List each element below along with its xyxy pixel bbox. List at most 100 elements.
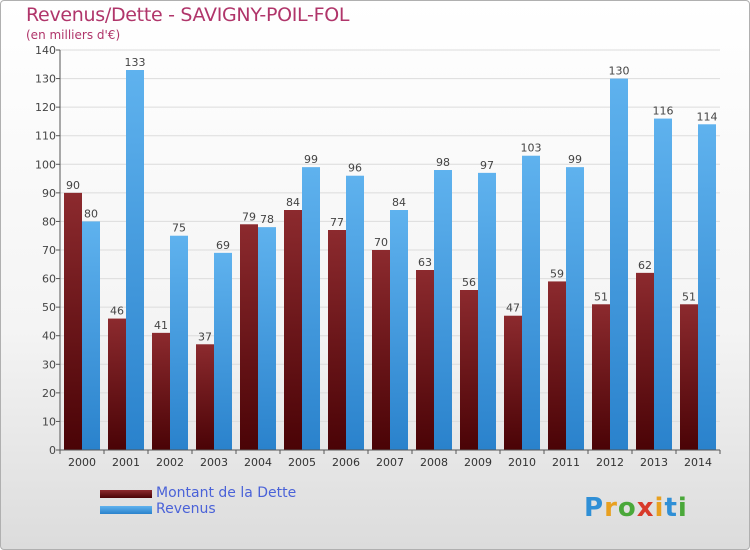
x-tick-label: 2000 [68, 456, 96, 469]
data-label-revenus-2013: 116 [653, 105, 674, 118]
y-tick-label: 100 [35, 158, 56, 171]
data-label-revenus-2007: 84 [392, 196, 406, 209]
data-label-revenus-2001: 133 [125, 56, 146, 69]
y-tick-label: 140 [35, 44, 56, 57]
y-tick-label: 70 [42, 244, 56, 257]
x-axis-ticks: 2000 2001 2002 2003 2004 2005 2006 2007 2008 2009… [59, 450, 721, 469]
bar-dette-2004 [240, 224, 258, 450]
data-label-revenus-2002: 75 [172, 222, 186, 235]
bar-revenus-2001 [126, 70, 144, 450]
data-label-dette-2005: 84 [286, 196, 300, 209]
y-tick-label: 110 [35, 130, 56, 143]
data-label-dette-2009: 56 [462, 276, 476, 289]
chart-subtitle: (en milliers d'€) [26, 28, 121, 42]
bar-dette-2001 [108, 318, 126, 450]
bar-revenus-2003 [214, 252, 232, 450]
x-tick-label: 2004 [244, 456, 272, 469]
proxiti-logo: Proxiti [584, 493, 688, 523]
data-label-dette-2001: 46 [110, 305, 124, 318]
bar-dette-2010 [504, 315, 522, 450]
x-tick-label: 2010 [508, 456, 536, 469]
data-label-revenus-2005: 99 [304, 153, 318, 166]
bar-revenus-2006 [346, 175, 364, 450]
y-tick-label: 0 [49, 444, 56, 457]
data-label-revenus-2012: 130 [609, 65, 630, 78]
y-tick-label: 20 [42, 387, 56, 400]
data-label-revenus-2004: 78 [260, 213, 274, 226]
x-tick-label: 2003 [200, 456, 228, 469]
data-label-revenus-2014: 114 [697, 110, 718, 123]
y-tick-label: 80 [42, 215, 56, 228]
data-label-dette-2000: 90 [66, 179, 80, 192]
bar-revenus-2007 [390, 210, 408, 450]
data-label-dette-2012: 51 [594, 290, 608, 303]
x-tick-label: 2011 [552, 456, 580, 469]
legend-swatch-dette [100, 490, 152, 498]
bar-revenus-2012 [610, 78, 628, 451]
bar-dette-2003 [196, 344, 214, 450]
y-tick-label: 10 [42, 415, 56, 428]
y-tick-label: 90 [42, 187, 56, 200]
data-labels: 90 80 46 133 41 75 37 69 79 78 84 99 77 96 70 84 63 98 56 9… [66, 56, 718, 343]
bar-dette-2006 [328, 230, 346, 450]
bar-revenus-2005 [302, 167, 320, 450]
bar-dette-2000 [64, 192, 82, 450]
bar-revenus-2004 [258, 227, 276, 450]
data-label-dette-2013: 62 [638, 259, 652, 272]
bar-dette-2005 [284, 210, 302, 450]
svg-text:Proxiti: Proxiti [584, 493, 688, 523]
bar-dette-2012 [592, 304, 610, 450]
data-label-dette-2004: 79 [242, 210, 256, 223]
data-label-dette-2007: 70 [374, 236, 388, 249]
data-label-dette-2010: 47 [506, 302, 520, 315]
x-tick-label: 2014 [684, 456, 712, 469]
y-tick-label: 40 [42, 330, 56, 343]
bars [64, 70, 716, 451]
bar-dette-2002 [152, 332, 170, 450]
x-tick-label: 2005 [288, 456, 316, 469]
y-tick-label: 30 [42, 358, 56, 371]
y-tick-label: 50 [42, 301, 56, 314]
bar-revenus-2013 [654, 118, 672, 451]
bar-revenus-2010 [522, 155, 540, 450]
bar-dette-2007 [372, 250, 390, 450]
bar-dette-2011 [548, 281, 566, 450]
bar-dette-2008 [416, 270, 434, 450]
x-tick-label: 2013 [640, 456, 668, 469]
data-label-dette-2008: 63 [418, 256, 432, 269]
bar-revenus-2014 [698, 124, 716, 451]
x-tick-label: 2006 [332, 456, 360, 469]
y-tick-label: 120 [35, 101, 56, 114]
bar-dette-2014 [680, 304, 698, 450]
chart-title: Revenus/Dette - SAVIGNY-POIL-FOL [26, 4, 350, 26]
data-label-revenus-2009: 97 [480, 159, 494, 172]
legend-swatch-revenus [100, 506, 152, 514]
legend-label-revenus: Revenus [156, 501, 216, 517]
data-label-revenus-2000: 80 [84, 207, 98, 220]
data-label-revenus-2011: 99 [568, 153, 582, 166]
x-tick-label: 2001 [112, 456, 140, 469]
x-tick-label: 2009 [464, 456, 492, 469]
data-label-revenus-2006: 96 [348, 162, 362, 175]
data-label-dette-2011: 59 [550, 267, 564, 280]
bar-dette-2013 [636, 272, 654, 450]
data-label-revenus-2003: 69 [216, 239, 230, 252]
y-tick-label: 130 [35, 73, 56, 86]
bar-revenus-2011 [566, 167, 584, 450]
data-label-dette-2014: 51 [682, 290, 696, 303]
x-tick-label: 2012 [596, 456, 624, 469]
bar-revenus-2009 [478, 172, 496, 450]
bar-revenus-2000 [82, 221, 100, 450]
data-label-dette-2002: 41 [154, 319, 168, 332]
data-label-dette-2006: 77 [330, 216, 344, 229]
data-label-dette-2003: 37 [198, 330, 212, 343]
bar-revenus-2008 [434, 170, 452, 450]
x-tick-label: 2008 [420, 456, 448, 469]
data-label-revenus-2008: 98 [436, 156, 450, 169]
legend-label-dette: Montant de la Dette [156, 485, 297, 501]
x-tick-label: 2002 [156, 456, 184, 469]
y-tick-label: 60 [42, 273, 56, 286]
bar-revenus-2002 [170, 235, 188, 450]
data-label-revenus-2010: 103 [521, 142, 542, 155]
